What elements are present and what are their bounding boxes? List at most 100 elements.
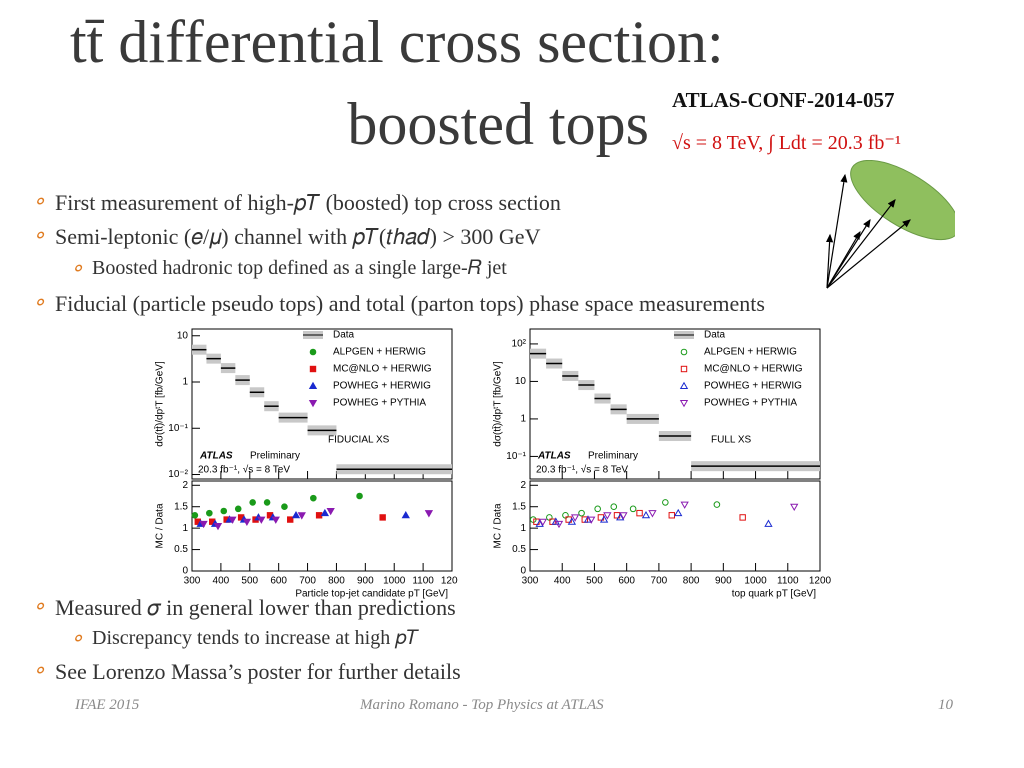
legend-marker (309, 348, 317, 356)
x-tick-label: 1200 (441, 576, 458, 587)
legend-label: Data (333, 330, 355, 341)
plot-label: FULL XS (711, 435, 752, 446)
ratio-point (535, 519, 544, 527)
footer-center: Marino Romano - Top Physics at ATLAS (360, 697, 604, 713)
plot-frame (529, 328, 821, 480)
ratio-point (234, 505, 242, 513)
ratio-point (578, 509, 585, 517)
ratio-point (567, 517, 577, 525)
x-tick-label: 1000 (383, 576, 406, 587)
experiment-label: ATLAS (537, 451, 571, 462)
bullet-text: Fiducial (particle pseudo tops) and tota… (55, 291, 765, 316)
figure: 10⁻¹ 1 10 10² 0 0.5 1 1.5 2 300 400 500 600 700 800 900… (486, 323, 836, 599)
ratio-point (281, 503, 288, 511)
ratio-y-tick-label: 1.5 (174, 501, 188, 512)
reference-id: ATLAS-CONF-2014-057 (672, 88, 895, 112)
ratio-point (257, 516, 266, 524)
x-tick-label: 700 (299, 576, 316, 587)
x-tick-label: 500 (586, 576, 603, 587)
legend-label: POWHEG + HERWIG (333, 381, 431, 392)
ratio-point (297, 512, 306, 520)
ratio-point (228, 516, 237, 524)
x-axis-label: Particle top-jet candidate pT [GeV] (295, 589, 448, 599)
title-line: tt̄ differential cross section: (70, 9, 724, 75)
y-tick-label: 10⁻² (168, 469, 188, 480)
legend-marker (309, 365, 317, 373)
legend-marker (679, 400, 689, 408)
ratio-y-tick-label: 0 (182, 566, 188, 577)
ratio-point (764, 519, 773, 527)
ratio-point (587, 516, 596, 524)
ratio-point (674, 508, 683, 517)
x-tick-label: 1100 (777, 576, 799, 587)
ratio-y-tick-label: 0.5 (174, 544, 188, 555)
legend-label: MC@NLO + HERWIG (704, 364, 803, 375)
x-tick-label: 800 (328, 576, 345, 587)
x-tick-label: 1000 (744, 576, 767, 587)
ratio-y-tick-label: 2 (182, 480, 188, 491)
ratio-y-tick-label: 0 (520, 566, 526, 577)
ratio-point (242, 518, 252, 527)
jet-cone (850, 160, 955, 241)
y-tick-label: 10⁻¹ (168, 423, 188, 434)
bullet-text: Discrepancy tends to increase at high 𝑝𝑇 (92, 627, 420, 649)
legend-label: MC@NLO + HERWIG (333, 364, 432, 375)
bullet-marker: ∘ (32, 222, 46, 247)
ratio-axis-label: MC / Data (155, 503, 166, 548)
energy-label: 20.3 fb⁻¹, √s = 8 TeV (536, 464, 628, 476)
legend-marker (680, 365, 688, 373)
ratio-point (641, 510, 651, 519)
x-tick-label: 500 (241, 576, 258, 587)
x-tick-label: 400 (554, 576, 571, 587)
status-label: Preliminary (250, 451, 300, 462)
y-tick-label: 10⁻¹ (506, 451, 526, 462)
x-tick-label: 800 (683, 576, 700, 587)
ratio-point (648, 510, 657, 518)
ratio-point (603, 512, 612, 520)
ratio-point (554, 520, 564, 529)
ratio-point (401, 510, 410, 519)
bullet-marker: ∘ (32, 657, 46, 682)
bullet-marker: ∘ (32, 593, 46, 618)
ratio-point (713, 501, 721, 508)
x-tick-label: 600 (618, 576, 635, 587)
ratio-point (379, 514, 386, 521)
plot-frame (191, 328, 453, 480)
reference-conditions: √s = 8 TeV, ∫ Ldt = 20.3 fb⁻¹ (672, 132, 901, 154)
x-tick-label: 900 (357, 576, 374, 587)
bullet-text: See Lorenzo Massa’s poster for further d… (55, 659, 461, 684)
ratio-point (629, 505, 637, 513)
cone-diagram (825, 160, 955, 289)
ratio-point (263, 499, 271, 506)
ratio-point (739, 514, 746, 521)
y-tick-label: 10 (515, 376, 527, 387)
ratio-y-tick-label: 1 (520, 523, 526, 534)
legend-label: POWHEG + PYTHIA (704, 398, 797, 409)
ratio-y-tick-label: 1 (182, 523, 188, 534)
energy-label: 20.3 fb⁻¹, √s = 8 TeV (198, 464, 290, 476)
x-tick-label: 1200 (809, 576, 832, 587)
ratio-point (610, 503, 618, 511)
legend-marker (680, 348, 688, 356)
legend-label: ALPGEN + HERWIG (333, 347, 426, 358)
ratio-point (668, 512, 675, 519)
ratio-point (619, 512, 628, 520)
legend-marker (308, 381, 318, 389)
ratio-point (529, 516, 537, 523)
jet-arrows (825, 173, 911, 289)
ratio-point (326, 508, 335, 516)
legend-marker (308, 400, 318, 408)
ratio-point (206, 509, 213, 517)
ratio-point (249, 499, 256, 506)
ratio-frame (191, 480, 453, 572)
status-label: Preliminary (588, 451, 638, 462)
experiment-label: ATLAS (199, 451, 233, 462)
ratio-point (199, 520, 208, 529)
ratio-point (790, 503, 799, 512)
ratio-point (662, 499, 669, 506)
ratio-point (562, 511, 569, 519)
x-axis-label: top quark pT [GeV] (732, 589, 817, 599)
ratio-y-tick-label: 1.5 (512, 501, 526, 512)
x-tick-label: 600 (270, 576, 287, 587)
